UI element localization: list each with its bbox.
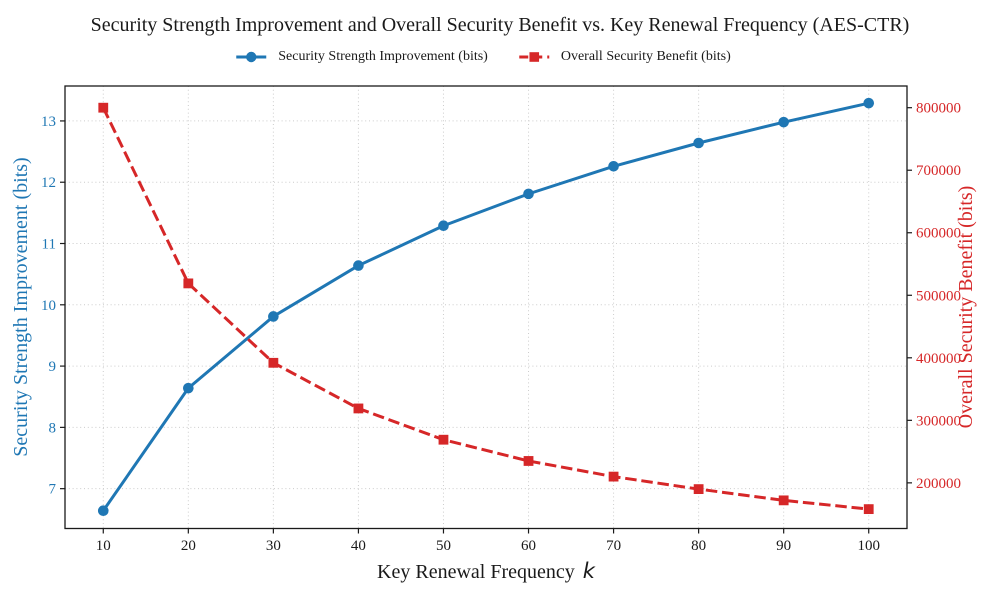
legend-item-strength: Security Strength Improvement (bits) xyxy=(235,49,488,65)
marker-benefit xyxy=(183,278,194,289)
y-tick-label-left: 13 xyxy=(41,114,56,130)
marker-strength xyxy=(183,382,194,394)
y-tick-label-left: 12 xyxy=(41,175,56,191)
marker-strength xyxy=(268,311,279,322)
marker-benefit xyxy=(523,456,534,466)
x-tick-label: 70 xyxy=(606,538,621,554)
marker-strength xyxy=(97,505,109,517)
x-tick-label: 20 xyxy=(181,538,196,554)
y-tick-label-right: 300000 xyxy=(916,413,961,429)
y-tick-label-left: 8 xyxy=(49,420,57,436)
series-line-strength xyxy=(102,101,870,512)
marker-benefit xyxy=(863,504,874,515)
x-tick-label: 30 xyxy=(266,538,281,554)
legend-swatch-strength-icon xyxy=(236,51,267,63)
y-tick-label-left: 9 xyxy=(49,359,57,375)
x-tick-label: 40 xyxy=(351,538,366,554)
y-tick-label-right: 500000 xyxy=(916,288,961,304)
y-tick-label-right: 600000 xyxy=(916,226,961,242)
x-tick-label: 50 xyxy=(436,538,451,554)
chart-legend: Security Strength Improvement (bits) Ove… xyxy=(235,49,731,65)
legend-swatch-benefit-icon xyxy=(518,52,549,62)
y-tick-label-left: 11 xyxy=(42,237,56,253)
marker-strength xyxy=(523,188,534,200)
marker-strength xyxy=(693,137,704,149)
y-tick-label-left: 10 xyxy=(41,298,56,314)
x-tick-label: 60 xyxy=(521,538,536,554)
y-tick-label-right: 700000 xyxy=(916,163,961,179)
legend-label-benefit: Overall Security Benefit (bits) xyxy=(560,49,731,64)
y-tick-label-right: 200000 xyxy=(916,476,961,492)
marker-strength xyxy=(608,160,619,172)
marker-benefit xyxy=(268,357,279,368)
x-tick-label: 10 xyxy=(96,538,111,554)
marker-benefit xyxy=(438,434,449,445)
marker-benefit xyxy=(693,484,704,495)
series-line-benefit xyxy=(101,107,869,511)
legend-item-benefit: Overall Security Benefit (bits) xyxy=(518,49,731,65)
marker-benefit xyxy=(778,495,789,506)
x-tick-label: 90 xyxy=(776,538,791,554)
marker-benefit xyxy=(353,403,364,414)
marker-strength xyxy=(438,220,449,232)
marker-strength xyxy=(353,260,364,271)
y-tick-label-right: 800000 xyxy=(916,101,961,117)
marker-benefit xyxy=(608,471,619,482)
chart-title: Security Strength Improvement and Overal… xyxy=(90,14,910,36)
x-tick-label: 100 xyxy=(857,538,880,554)
legend-label-strength: Security Strength Improvement (bits) xyxy=(278,49,488,64)
x-axis-label-text: Key Renewal Frequency xyxy=(377,561,580,583)
y-tick-label-right: 400000 xyxy=(916,351,961,367)
x-axis-label: Key Renewal Frequency k xyxy=(377,559,595,584)
marker-strength xyxy=(863,97,875,109)
marker-strength xyxy=(778,116,789,128)
marker-benefit xyxy=(98,102,109,113)
x-axis-label-math-k: k xyxy=(582,559,595,583)
y-tick-label-left: 7 xyxy=(49,482,57,498)
x-tick-label: 80 xyxy=(691,538,706,554)
plot-border xyxy=(64,85,908,530)
